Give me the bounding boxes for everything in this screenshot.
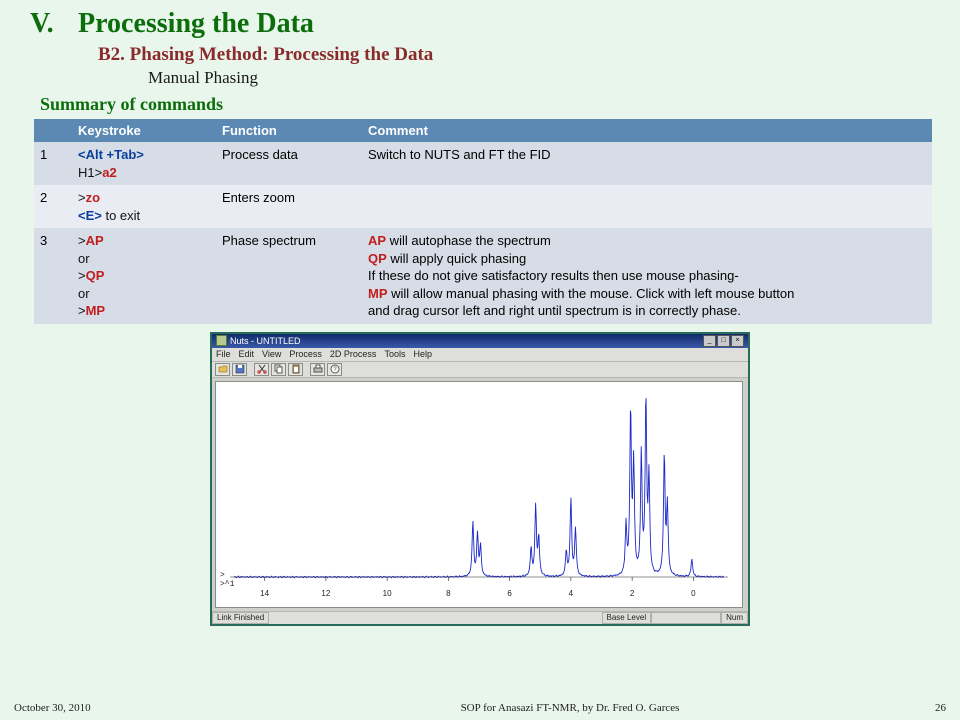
paste-icon[interactable]	[288, 363, 303, 376]
status-left: Link Finished	[212, 612, 269, 624]
window-title: Nuts - UNTITLED	[230, 336, 301, 346]
subsection-heading: B2. Phasing Method: Processing the Data	[98, 44, 932, 66]
cell-function: Process data	[216, 142, 362, 185]
statusbar: Link Finished Base Level Num	[212, 611, 748, 624]
status-right: Num	[721, 612, 748, 624]
section-roman: V.	[30, 8, 78, 40]
close-button[interactable]: ×	[731, 335, 744, 347]
table-row: 2 >zo <E> to exit Enters zoom	[34, 185, 932, 228]
help-icon[interactable]: ?	[327, 363, 342, 376]
cell-comment	[362, 185, 932, 228]
axis-labels: 14 12 10 8 6 4 2 0	[216, 589, 742, 601]
table-row: 1 <Alt +Tab> H1>a2 Process data Switch t…	[34, 142, 932, 185]
table-header-row: Keystroke Function Comment	[34, 119, 932, 142]
app-icon	[216, 335, 227, 346]
axis-tick-label: 12	[321, 589, 330, 598]
subsubsection-heading: Manual Phasing	[148, 68, 932, 88]
menu-item[interactable]: View	[262, 349, 281, 359]
footer-page-number: 26	[886, 702, 946, 714]
plot-corner-text: > >^1	[220, 572, 234, 589]
summary-heading: Summary of commands	[40, 94, 932, 115]
section-title: Processing the Data	[78, 8, 314, 39]
section-heading: V.Processing the Data	[30, 8, 932, 40]
print-icon[interactable]	[310, 363, 325, 376]
col-keystroke: Keystroke	[72, 119, 216, 142]
menu-item[interactable]: Process	[289, 349, 322, 359]
axis-tick-label: 0	[691, 589, 695, 598]
cell-comment: AP will autophase the spectrum QP will a…	[362, 228, 932, 324]
row-index: 3	[34, 228, 72, 324]
page-footer: October 30, 2010 SOP for Anasazi FT-NMR,…	[0, 702, 960, 714]
footer-title: SOP for Anasazi FT-NMR, by Dr. Fred O. G…	[254, 702, 886, 714]
table-row: 3 >AP or >QP or >MP Phase spectrum AP wi…	[34, 228, 932, 324]
footer-date: October 30, 2010	[14, 702, 254, 714]
menu-item[interactable]: File	[216, 349, 231, 359]
open-icon[interactable]	[215, 363, 230, 376]
window-titlebar[interactable]: Nuts - UNTITLED _ □ ×	[212, 334, 748, 348]
axis-tick-label: 10	[383, 589, 392, 598]
minimize-button[interactable]: _	[703, 335, 716, 347]
col-num	[34, 119, 72, 142]
menu-item[interactable]: 2D Process	[330, 349, 377, 359]
cut-icon[interactable]	[254, 363, 269, 376]
cell-keystroke: >zo <E> to exit	[72, 185, 216, 228]
axis-tick-label: 14	[260, 589, 269, 598]
menu-item[interactable]: Edit	[239, 349, 255, 359]
maximize-button[interactable]: □	[717, 335, 730, 347]
menu-item[interactable]: Tools	[384, 349, 405, 359]
row-index: 1	[34, 142, 72, 185]
status-mid: Base Level	[602, 612, 652, 624]
axis-tick-label: 6	[507, 589, 511, 598]
col-function: Function	[216, 119, 362, 142]
axis-tick-label: 4	[569, 589, 573, 598]
cell-keystroke: <Alt +Tab> H1>a2	[72, 142, 216, 185]
commands-table: Keystroke Function Comment 1 <Alt +Tab> …	[34, 119, 932, 324]
axis-tick-label: 8	[446, 589, 450, 598]
menu-item[interactable]: Help	[413, 349, 432, 359]
cell-keystroke: >AP or >QP or >MP	[72, 228, 216, 324]
toolbar: ?	[212, 362, 748, 378]
axis-tick-label: 2	[630, 589, 634, 598]
menubar[interactable]: File Edit View Process 2D Process Tools …	[212, 348, 748, 362]
save-icon[interactable]	[232, 363, 247, 376]
cell-function: Enters zoom	[216, 185, 362, 228]
cell-function: Phase spectrum	[216, 228, 362, 324]
col-comment: Comment	[362, 119, 932, 142]
copy-icon[interactable]	[271, 363, 286, 376]
row-index: 2	[34, 185, 72, 228]
cell-comment: Switch to NUTS and FT the FID	[362, 142, 932, 185]
nmr-app-window: Nuts - UNTITLED _ □ × File Edit View Pro…	[210, 332, 750, 626]
spectrum-plot[interactable]: > >^1 14 12 10 8 6 4 2 0	[215, 381, 743, 608]
spectrum-svg	[216, 382, 742, 607]
